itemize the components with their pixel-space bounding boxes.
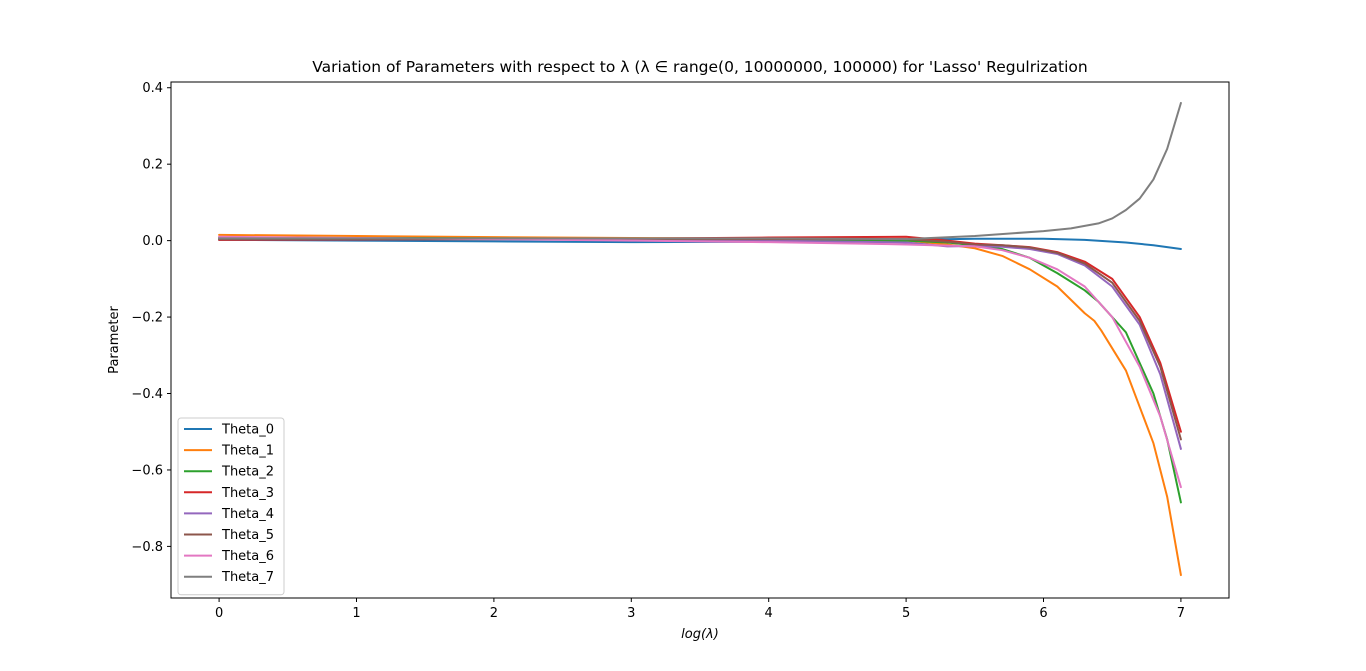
y-tick-label: −0.8: [131, 540, 163, 555]
series-line-theta-6: [218, 235, 1182, 489]
legend-label: Theta_1: [221, 444, 274, 459]
y-tick-label: 0.0: [142, 234, 163, 249]
legend-label: Theta_6: [221, 549, 274, 564]
x-tick-label: 6: [1039, 606, 1047, 621]
x-tick-label: 3: [627, 606, 635, 621]
legend-box: [177, 417, 285, 596]
legend-label: Theta_2: [221, 465, 274, 480]
y-tick-label: −0.2: [131, 311, 163, 326]
legend-label: Theta_7: [221, 570, 274, 585]
plot-lines: [218, 102, 1182, 577]
x-tick-label: 0: [215, 606, 223, 621]
y-tick-label: 0.2: [142, 158, 163, 173]
x-axis-ticks: 0 1 2 3 4 5 6 7: [215, 598, 1185, 621]
y-tick-label: −0.4: [131, 387, 163, 402]
x-tick-label: 7: [1177, 606, 1185, 621]
x-axis-label: log(λ): [681, 627, 719, 642]
plot-frame: [170, 81, 1230, 599]
legend-label: Theta_4: [221, 507, 274, 522]
x-tick-label: 2: [490, 606, 498, 621]
series-line-theta-7: [218, 102, 1182, 241]
legend-label: Theta_0: [221, 423, 274, 438]
x-tick-label: 5: [902, 606, 910, 621]
x-tick-label: 4: [765, 606, 773, 621]
legend: Theta_0 Theta_1 Theta_2 Theta_3 Theta_4 Theta…: [177, 417, 285, 596]
y-tick-label: −0.6: [131, 463, 163, 478]
y-axis-label: Parameter: [107, 306, 122, 374]
x-tick-label: 1: [352, 606, 360, 621]
y-axis-ticks: 0.4 0.2 0.0 −0.2 −0.4 −0.6 −0.8: [131, 81, 171, 555]
y-tick-label: 0.4: [142, 81, 163, 96]
chart-title: Variation of Parameters with respect to …: [312, 58, 1087, 76]
legend-label: Theta_5: [221, 528, 274, 543]
legend-label: Theta_3: [221, 486, 274, 501]
